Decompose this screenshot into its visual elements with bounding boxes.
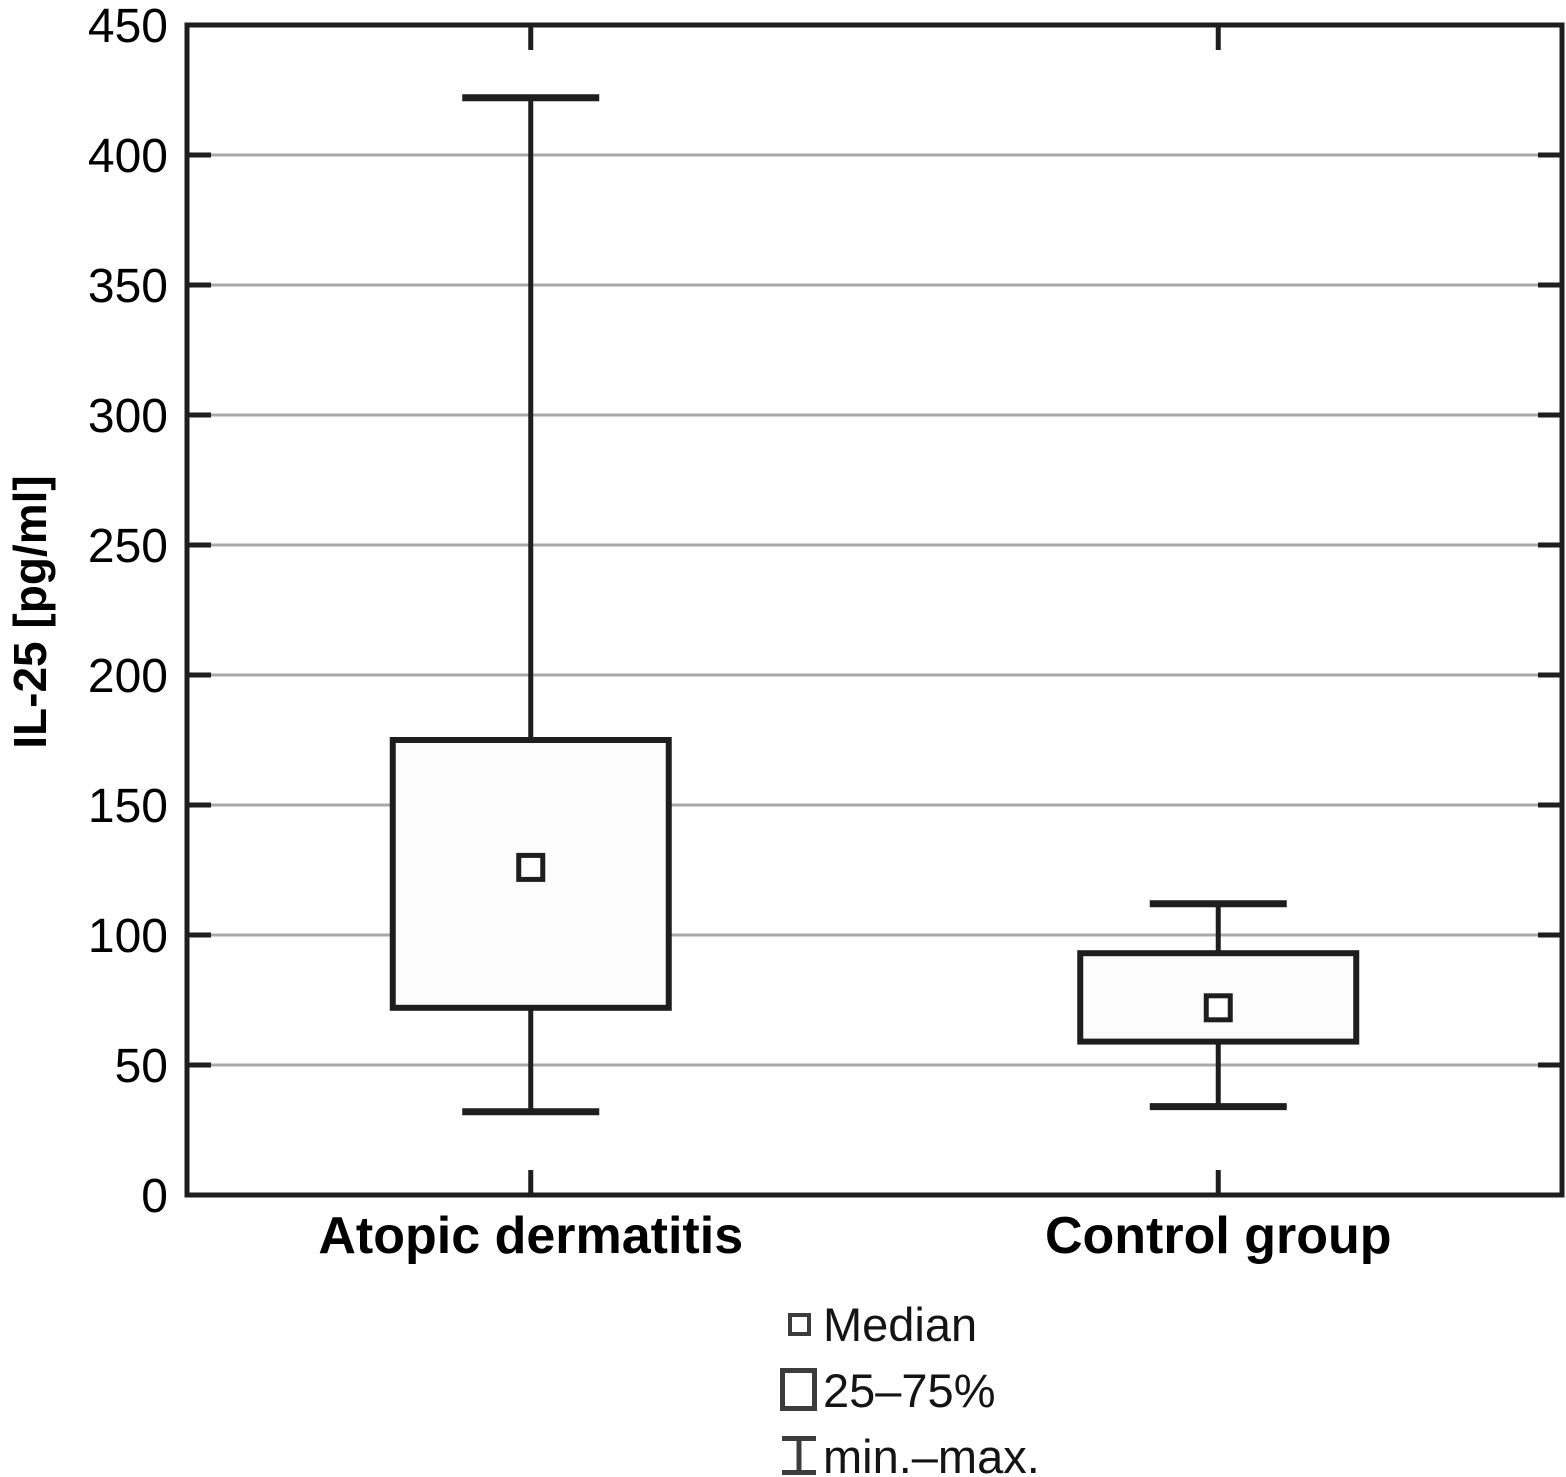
legend-item-minmax: min.–max. bbox=[775, 1423, 1040, 1477]
y-tick-label: 350 bbox=[88, 260, 168, 313]
x-category-label: Atopic dermatitis bbox=[318, 1207, 743, 1265]
legend-item-box: 25–75% bbox=[775, 1357, 1040, 1423]
y-tick-label: 200 bbox=[88, 650, 168, 703]
min-max-whisker-icon bbox=[775, 1434, 823, 1477]
median-square-icon bbox=[775, 1311, 823, 1338]
plot-border bbox=[184, 22, 1565, 1198]
y-tick-label: 250 bbox=[88, 520, 168, 573]
y-tick-label: 400 bbox=[88, 130, 168, 183]
y-tick-label: 150 bbox=[88, 780, 168, 833]
legend-label-box: 25–75% bbox=[823, 1363, 996, 1417]
median-marker bbox=[516, 852, 546, 882]
legend-label-minmax: min.–max. bbox=[823, 1429, 1040, 1477]
y-tick-label: 100 bbox=[88, 910, 168, 963]
y-tick-label: 50 bbox=[115, 1040, 168, 1093]
y-tick-label: 450 bbox=[88, 0, 168, 53]
median-marker bbox=[1203, 993, 1233, 1023]
box-range-icon bbox=[775, 1366, 823, 1414]
x-category-label: Control group bbox=[1045, 1207, 1392, 1265]
y-axis-title: IL-25 [pg/ml] bbox=[4, 475, 56, 749]
y-tick-label: 0 bbox=[141, 1170, 168, 1223]
legend: Median 25–75% min.–max. bbox=[775, 1291, 1040, 1477]
legend-item-median: Median bbox=[775, 1291, 1040, 1357]
legend-label-median: Median bbox=[823, 1297, 978, 1351]
y-tick-label: 300 bbox=[88, 390, 168, 443]
